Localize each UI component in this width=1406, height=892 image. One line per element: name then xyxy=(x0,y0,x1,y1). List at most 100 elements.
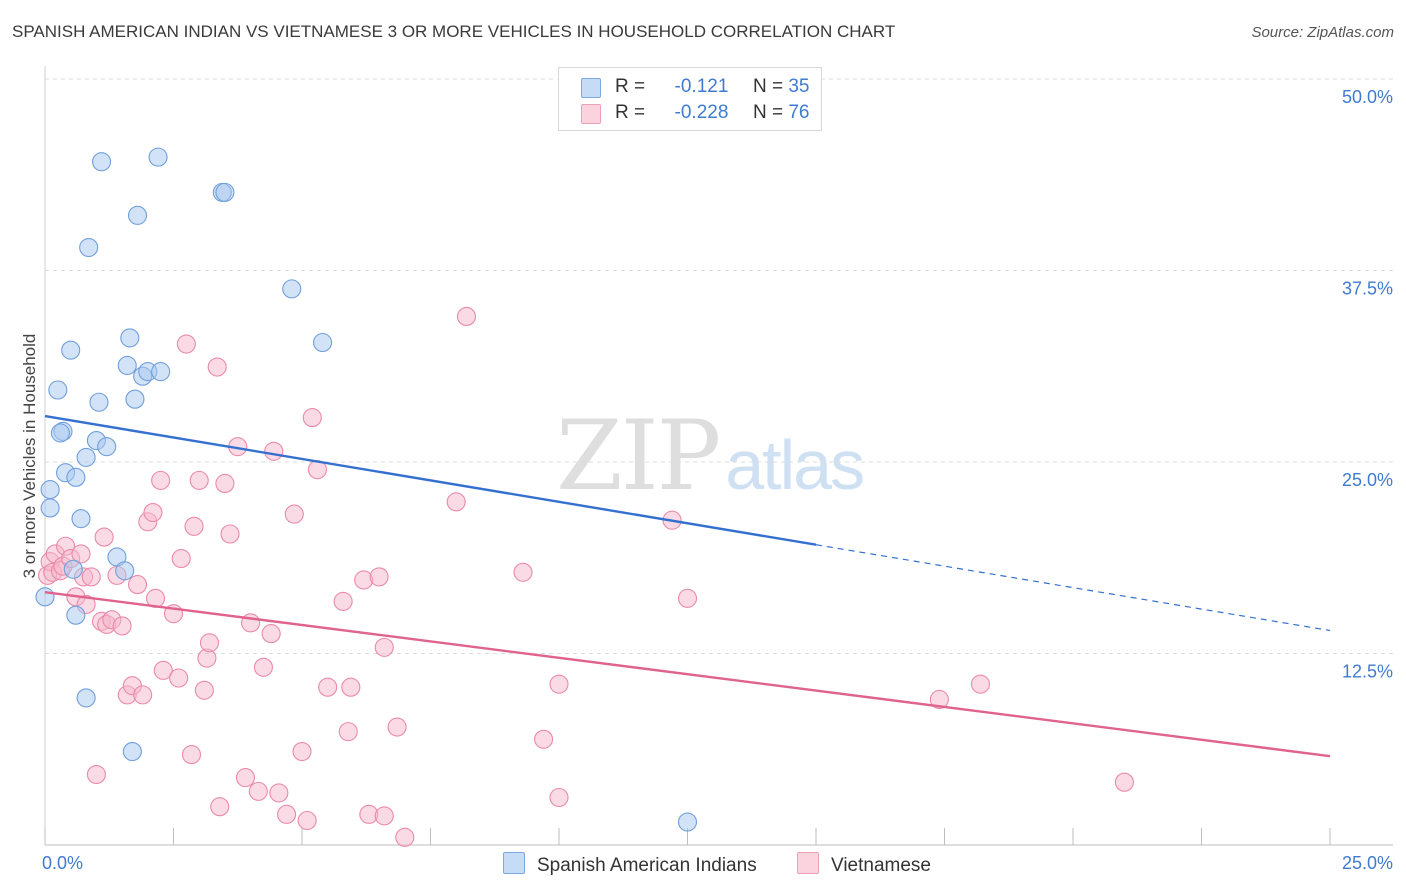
legend-r-value: -0.121 xyxy=(674,76,729,97)
spanish-american-indian-point xyxy=(61,340,81,360)
spanish-american-indian-point xyxy=(677,812,698,832)
vietnamese-point xyxy=(341,677,361,697)
vietnamese-point xyxy=(184,516,204,536)
spanish-american-indian-point xyxy=(120,328,140,348)
spanish-american-indian-point xyxy=(97,437,117,457)
watermark-atlas: atlas xyxy=(725,426,865,504)
spanish-american-indian-point xyxy=(40,480,60,500)
vietnamese-point xyxy=(677,588,698,608)
spanish-american-indian-trend-line xyxy=(44,414,817,546)
watermark: ZIPatlas xyxy=(556,400,865,512)
x-tick-label-min: 0.0% xyxy=(42,853,83,873)
spanish-american-indian-point xyxy=(40,498,60,518)
chart-title: SPANISH AMERICAN INDIAN VS VIETNAMESE 3 … xyxy=(12,22,896,41)
y-tick-label: 12.5% xyxy=(1342,662,1393,682)
spanish-american-indian-point xyxy=(91,152,112,172)
vietnamese-point xyxy=(549,787,569,808)
spanish-american-indian-point xyxy=(76,447,96,467)
spanish-american-indian-trend-extension xyxy=(815,544,1331,632)
legend-n-value: 35 xyxy=(788,76,810,97)
spanish-american-indian-point xyxy=(125,389,145,409)
vietnamese-point xyxy=(71,544,91,564)
vietnamese-point xyxy=(248,781,268,801)
y-tick-label: 37.5% xyxy=(1342,279,1393,299)
vietnamese-point xyxy=(292,741,312,762)
spanish-american-indian-point xyxy=(48,380,68,400)
vietnamese-point xyxy=(456,306,477,327)
spanish-american-indian-point xyxy=(79,237,99,258)
vietnamese-point xyxy=(210,797,230,817)
bottom-legend-swatch-blue xyxy=(503,852,525,874)
legend-swatch-pink xyxy=(581,104,601,124)
vietnamese-point xyxy=(86,764,106,785)
vietnamese-point xyxy=(970,674,991,694)
vietnamese-point xyxy=(338,722,358,742)
legend-r-value: -0.228 xyxy=(674,102,729,123)
vietnamese-point xyxy=(269,783,289,803)
vietnamese-point xyxy=(220,524,240,544)
vietnamese-point xyxy=(176,334,196,354)
spanish-american-indian-point xyxy=(313,332,333,353)
vietnamese-point xyxy=(199,633,220,653)
spanish-american-indian-point xyxy=(71,509,91,529)
vietnamese-point xyxy=(333,591,353,611)
legend-n-label: N = xyxy=(752,102,784,123)
vietnamese-point xyxy=(127,575,148,595)
vietnamese-point xyxy=(207,357,227,377)
vietnamese-point xyxy=(169,668,189,688)
spanish-american-indian-point xyxy=(117,355,137,376)
vietnamese-point xyxy=(395,827,415,847)
spanish-american-indian-point xyxy=(35,587,55,607)
vietnamese-point xyxy=(133,685,153,705)
vietnamese-point xyxy=(215,473,235,493)
vietnamese-point xyxy=(143,503,163,523)
vietnamese-point xyxy=(261,624,281,644)
spanish-american-indian-point xyxy=(89,392,109,412)
vietnamese-point xyxy=(446,492,466,512)
legend-r-label: R = xyxy=(615,102,646,123)
spanish-american-indian-point xyxy=(151,362,171,382)
vietnamese-point xyxy=(374,806,394,826)
spanish-american-indian-point xyxy=(50,423,70,443)
spanish-american-indian-point xyxy=(127,205,148,225)
bottom-legend-vietnamese: Vietnamese xyxy=(797,852,931,877)
spanish-american-indian-point xyxy=(66,605,86,625)
spanish-american-indian-point xyxy=(122,741,142,762)
spanish-american-indian-point xyxy=(115,561,135,581)
vietnamese-point xyxy=(513,562,533,582)
legend-swatch-blue xyxy=(581,78,601,98)
legend-n-value: 76 xyxy=(788,102,810,123)
vietnamese-point xyxy=(151,470,171,490)
vietnamese-point xyxy=(369,567,389,587)
vietnamese-point xyxy=(374,637,394,657)
vietnamese-point xyxy=(81,567,101,587)
y-tick-label: 25.0% xyxy=(1342,470,1393,490)
spanish-american-indian-point xyxy=(215,182,235,202)
vietnamese-point xyxy=(171,548,191,569)
legend-n-label: N = xyxy=(752,76,784,97)
vietnamese-point xyxy=(549,674,569,694)
bottom-legend-swatch-pink xyxy=(797,852,819,874)
bottom-legend-spanish-american-indians: Spanish American Indians xyxy=(503,852,757,877)
spanish-american-indian-point xyxy=(76,688,96,708)
y-tick-label: 50.0% xyxy=(1342,87,1393,107)
vietnamese-point xyxy=(264,441,284,461)
vietnamese-point xyxy=(277,804,297,824)
vietnamese-point xyxy=(153,660,173,680)
vietnamese-point xyxy=(302,408,322,428)
vietnamese-point xyxy=(354,570,374,590)
source-label: Source: ZipAtlas.com xyxy=(1251,24,1394,41)
vietnamese-point xyxy=(534,729,554,749)
vietnamese-trend-line xyxy=(44,591,1331,758)
bottom-legend-label: Spanish American Indians xyxy=(537,855,757,876)
spanish-american-indian-point xyxy=(148,147,168,167)
legend-r-label: R = xyxy=(615,76,646,97)
x-tick-label-max: 25.0% xyxy=(1342,853,1393,873)
vietnamese-point xyxy=(112,616,132,636)
bottom-legend-label: Vietnamese xyxy=(831,855,931,876)
vietnamese-point xyxy=(253,657,274,677)
spanish-american-indian-point xyxy=(63,559,83,579)
spanish-american-indian-point xyxy=(282,279,302,299)
vietnamese-point xyxy=(929,689,949,710)
vietnamese-point xyxy=(318,677,338,697)
